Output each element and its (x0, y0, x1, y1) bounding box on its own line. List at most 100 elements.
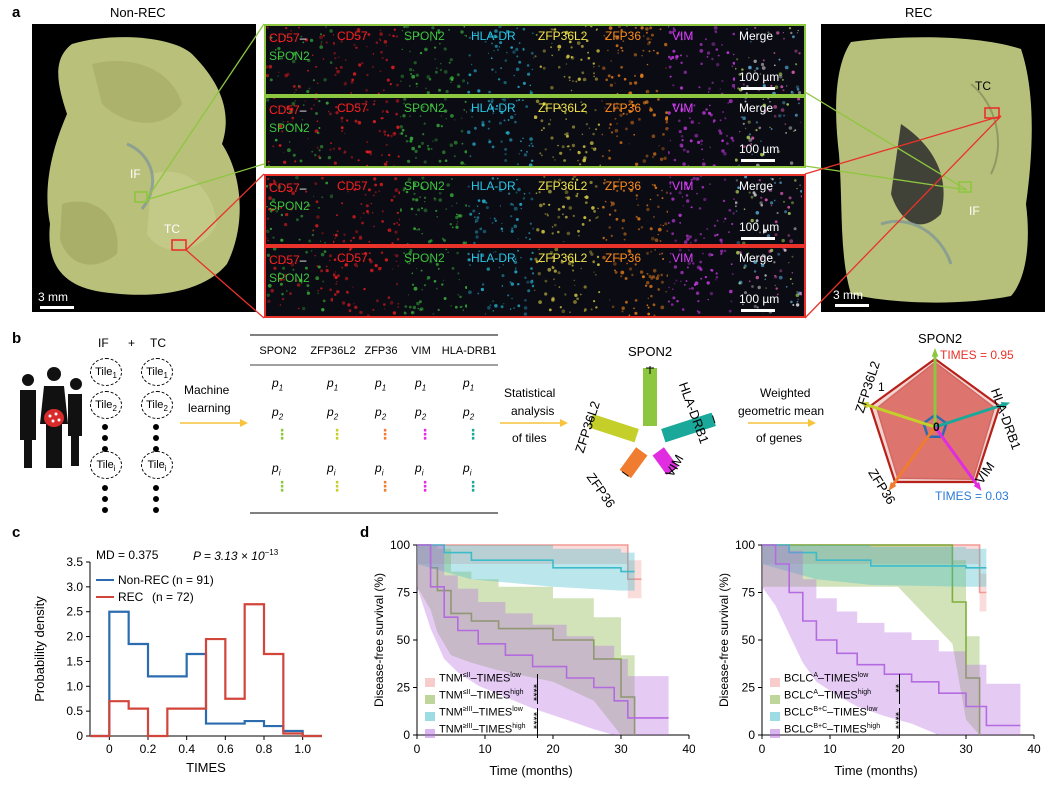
stain-dot (385, 100, 389, 104)
hist-ytick-label: 1.5 (66, 654, 83, 668)
stain-dot (420, 186, 424, 190)
stain-dot (316, 120, 319, 123)
stain-dot (614, 82, 616, 84)
stain-dot (498, 121, 502, 125)
stain-dot (476, 216, 480, 219)
stain-dot (405, 139, 409, 143)
stain-dot (374, 264, 378, 268)
hist-xtick-label: 0.2 (140, 742, 157, 756)
stain-dot (773, 114, 777, 118)
stain-dot (365, 204, 369, 208)
tile-plus: + (128, 336, 136, 350)
stain-dot (438, 88, 441, 92)
stain-dot (582, 158, 586, 163)
stain-dot (796, 188, 798, 190)
stain-dot (507, 192, 511, 195)
stain-dot (368, 258, 372, 261)
stain-dot (378, 129, 381, 133)
ellipsis-dot (153, 507, 159, 513)
stain-dot (456, 220, 459, 223)
tile-tc-header: TC (150, 336, 166, 350)
stain-dot (661, 147, 665, 151)
stain-dot (794, 113, 798, 117)
table-vdots: ⋮ (418, 426, 432, 442)
stain-dot (732, 212, 735, 215)
stain-dot (283, 278, 285, 281)
stain-dot (790, 91, 795, 94)
p-sub: 1 (333, 383, 339, 393)
stain-dot (581, 71, 585, 75)
stain-dot (382, 89, 385, 92)
stain-dot (321, 196, 324, 199)
stain-dot (787, 234, 791, 237)
stain-dot (329, 194, 334, 199)
table-cell-p: p2 (272, 405, 283, 421)
stain-dot (367, 212, 370, 215)
stat-line3: of tiles (512, 431, 547, 445)
stain-dot (692, 262, 695, 265)
stain-label: HLA-DR (471, 101, 516, 115)
stain-dot (552, 28, 555, 31)
stain-dot (372, 120, 376, 124)
stain-dot (497, 78, 501, 81)
stain-dot (270, 36, 273, 39)
stain-dot (544, 213, 546, 215)
stain-dot (560, 260, 564, 264)
stain-dot (767, 31, 770, 34)
stain-dot (794, 179, 797, 182)
stain-dot (799, 292, 802, 295)
stain-dot (403, 102, 406, 105)
stain-dot (652, 268, 657, 273)
km-legend-swatch (425, 695, 435, 704)
stain-dot (548, 308, 552, 312)
stain-dot (539, 65, 542, 68)
stain-dot (474, 32, 476, 35)
p-sub: 1 (469, 383, 475, 393)
stain-dot (487, 99, 491, 103)
stain-dot (551, 298, 555, 302)
stain-dot (283, 222, 288, 227)
table-vdots: ⋮ (466, 426, 480, 442)
stain-dot (510, 282, 514, 286)
stain-dot (397, 306, 399, 308)
stain-dot (472, 209, 476, 213)
stain-dot (434, 46, 437, 49)
stain-dot (614, 185, 617, 188)
stain-dot (384, 133, 386, 136)
stain-dot (507, 294, 510, 297)
stain-dot (396, 125, 400, 129)
stain-dot (467, 185, 470, 188)
stain-dot (415, 214, 417, 216)
stain-dot (778, 58, 781, 61)
non-rec-tc-label: TC (164, 222, 180, 236)
stain-dot (409, 305, 412, 309)
stain-dot (290, 30, 292, 32)
stain-dot (523, 306, 528, 310)
stain-dot (672, 49, 676, 53)
stain-dot (281, 57, 284, 60)
stain-dot (720, 92, 724, 94)
stain-dot (656, 51, 659, 55)
stain-dot (522, 197, 526, 200)
stain-dot (602, 255, 606, 260)
stain-dot (557, 208, 561, 211)
stain-dot (631, 104, 635, 107)
stain-dot (766, 148, 769, 151)
stain-dot (683, 240, 688, 244)
stain-dot (793, 227, 797, 231)
stain-dot (481, 120, 485, 124)
stain-texture (467, 177, 535, 244)
stain-dot (642, 101, 647, 105)
stain-dot (336, 69, 340, 74)
stain-dot (572, 176, 577, 178)
stain-dot (408, 262, 411, 265)
stain-dot (270, 210, 273, 213)
stain-dot (455, 202, 458, 204)
hist-xtick-label: 0 (106, 742, 113, 756)
stain-dot (715, 272, 718, 275)
km-ci-band (762, 545, 987, 612)
stain-dot (731, 65, 734, 68)
stain-dot (437, 29, 441, 32)
stain-dot (425, 87, 427, 90)
stain-dot (685, 234, 689, 238)
